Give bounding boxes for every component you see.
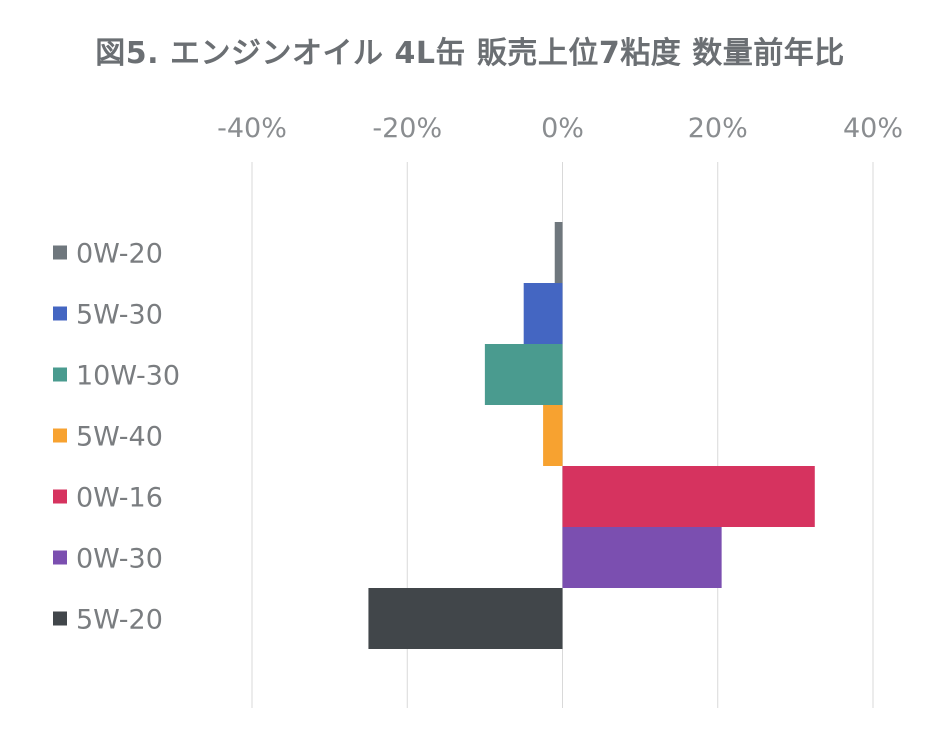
bar — [562, 527, 722, 588]
legend-swatch — [53, 611, 67, 626]
legend-label: 0W-30 — [76, 544, 163, 575]
legend-swatch — [53, 550, 67, 565]
x-tick-label: 0% — [541, 113, 584, 144]
legend-label: 10W-30 — [76, 361, 180, 392]
legend-label: 5W-40 — [76, 422, 163, 453]
legend-label: 0W-16 — [76, 483, 163, 514]
legend-swatch — [53, 428, 67, 443]
bar — [554, 222, 563, 283]
bar — [368, 588, 563, 649]
x-tick-label: 20% — [688, 113, 748, 144]
bar — [523, 283, 563, 344]
legend-label: 0W-20 — [76, 239, 163, 270]
legend-swatch — [53, 245, 67, 260]
legend-label: 5W-20 — [76, 605, 163, 636]
bar — [543, 405, 563, 466]
bar — [484, 344, 563, 405]
x-tick-label: -20% — [372, 113, 442, 144]
x-tick-label: 40% — [843, 113, 903, 144]
legend-swatch — [53, 367, 67, 382]
legend-swatch — [53, 489, 67, 504]
legend-label: 5W-30 — [76, 300, 163, 331]
x-tick-label: -40% — [217, 113, 287, 144]
chart-title: 図5. エンジンオイル 4L缶 販売上位7粘度 数量前年比 — [95, 36, 845, 71]
legend-swatch — [53, 306, 67, 321]
bar — [562, 466, 815, 527]
